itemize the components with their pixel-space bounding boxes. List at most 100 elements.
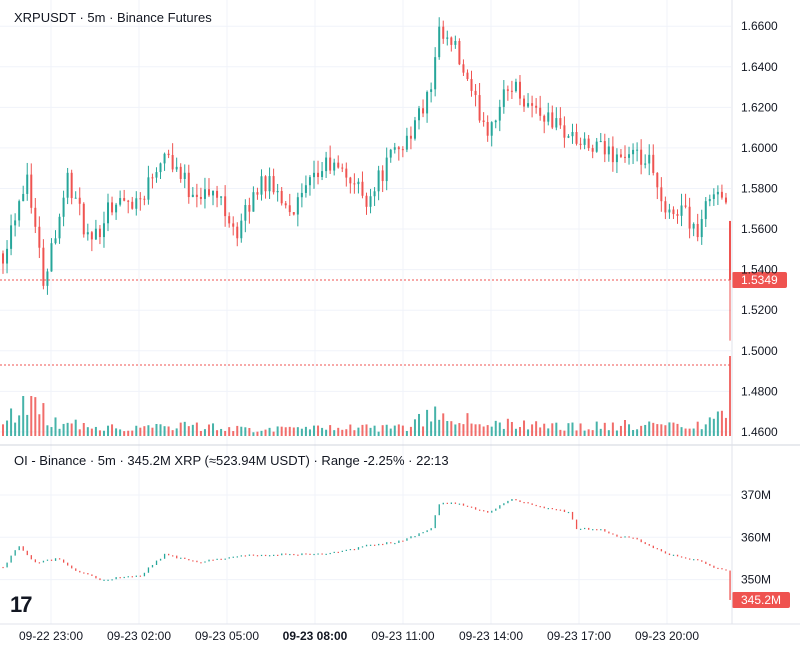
volume-bar: [329, 425, 332, 436]
volume-bar: [167, 426, 170, 436]
candle-body: [587, 138, 590, 149]
candle-body: [648, 154, 651, 164]
candle-body: [317, 172, 320, 178]
candle-body: [22, 193, 25, 202]
candle-body: [636, 149, 639, 151]
candle-body: [523, 98, 526, 107]
candle-body: [498, 106, 501, 121]
candle-body: [623, 156, 626, 158]
volume-bar: [361, 424, 364, 436]
candle-body: [54, 238, 57, 244]
candle-body: [155, 172, 158, 178]
tradingview-logo[interactable]: 17: [10, 592, 34, 617]
volume-bar: [502, 428, 505, 436]
oi-bar: [333, 551, 335, 554]
oi-bar: [14, 550, 16, 556]
volume-bar: [729, 356, 731, 436]
volume-bar: [656, 424, 659, 436]
candle-body: [147, 177, 150, 200]
volume-bar: [353, 430, 356, 436]
oi-bar: [470, 506, 473, 508]
volume-bar: [470, 423, 473, 436]
candle-body: [308, 177, 311, 186]
candle-body: [676, 214, 679, 216]
oi-bar: [422, 532, 424, 534]
oi-bar: [79, 570, 81, 573]
oi-bar: [410, 536, 412, 539]
oi-bar: [38, 562, 41, 564]
oi-bar: [672, 554, 675, 556]
oi-bar: [596, 529, 598, 531]
oi-bar: [317, 553, 319, 555]
oi-bar: [224, 558, 226, 560]
volume-bar: [183, 421, 186, 436]
price-tick-label: 1.5800: [741, 181, 778, 195]
volume-bar: [312, 425, 315, 436]
oi-bars: [2, 499, 731, 600]
oi-bar: [571, 511, 574, 520]
volume-bar: [405, 430, 408, 436]
candle-body: [664, 201, 667, 213]
time-tick-label: 09-22 23:00: [19, 629, 83, 643]
candle-body: [78, 197, 81, 204]
candle-body: [389, 149, 392, 158]
candle-body: [143, 198, 146, 200]
volume-bar: [260, 430, 263, 436]
oi-bar: [454, 502, 457, 504]
candle-body: [535, 105, 538, 108]
oi-bar: [232, 556, 234, 558]
volume-bar: [591, 430, 594, 436]
volume-bar: [498, 422, 501, 436]
oi-bar: [616, 534, 618, 537]
candle-body: [615, 154, 618, 163]
oi-bar: [2, 566, 4, 569]
candle-body: [135, 198, 138, 209]
volume-bar: [648, 421, 651, 436]
oi-bar: [495, 508, 497, 511]
price-tick-label: 1.4600: [741, 425, 778, 439]
oi-bar: [236, 556, 238, 558]
oi-bar: [515, 499, 517, 501]
volume-bar: [171, 430, 174, 436]
candle-body: [401, 149, 404, 151]
oi-bar: [499, 505, 501, 509]
volume-bar: [490, 426, 493, 436]
candle-body: [171, 155, 174, 170]
volume-bar: [292, 427, 295, 436]
volume-bar: [102, 430, 105, 436]
candle-body: [107, 202, 110, 224]
volume-bar: [240, 426, 243, 436]
oi-bar: [527, 502, 529, 504]
volume-bar: [38, 414, 41, 436]
oi-bar: [155, 560, 158, 565]
oi-bar: [640, 539, 642, 543]
candle-body: [640, 149, 643, 165]
oi-bar: [684, 557, 687, 559]
oi-bar: [450, 502, 453, 504]
candle-body: [434, 57, 437, 90]
candle-body: [42, 247, 45, 286]
volume-bar: [22, 396, 25, 436]
volume-bar: [74, 419, 77, 436]
oi-bar: [337, 551, 339, 554]
candle-body: [260, 176, 263, 195]
oi-bar: [329, 552, 331, 555]
volume-bar: [583, 430, 586, 436]
oi-bar: [123, 576, 125, 579]
volume-bar: [256, 431, 259, 436]
candle-body: [66, 172, 69, 198]
volume-bar: [321, 427, 324, 436]
oi-bar: [430, 528, 432, 531]
volume-bar: [700, 429, 703, 436]
oi-bar: [402, 540, 404, 542]
oi-bar: [289, 553, 291, 556]
candle-body: [551, 112, 554, 128]
candle-body: [502, 89, 505, 107]
oi-bar: [462, 503, 465, 506]
oi-bar: [701, 560, 703, 562]
oi-bar: [131, 576, 133, 578]
volume-bar: [506, 418, 509, 436]
oi-bar: [264, 554, 267, 557]
